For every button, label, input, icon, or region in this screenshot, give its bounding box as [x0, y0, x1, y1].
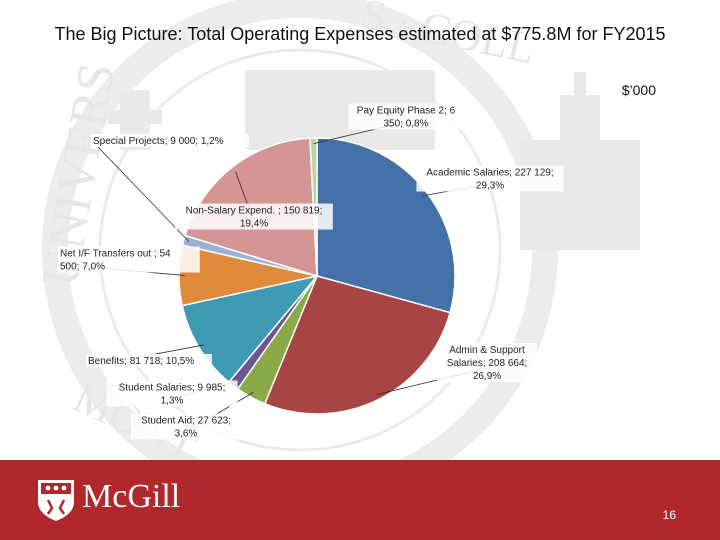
pie-slice-label: Benefits; 81 718; 10,5%	[88, 356, 194, 367]
pie-slice	[263, 275, 451, 415]
pie-label-background	[91, 134, 249, 147]
pie-label-background	[437, 343, 537, 382]
brand-wordmark: McGill	[82, 478, 181, 515]
pie-slices	[178, 137, 456, 415]
pie-slice-label: Non-Salary Expend. ; 150 819; 19,4%	[186, 206, 323, 230]
mcgill-crest-icon	[38, 480, 74, 521]
pie-slice-label: Admin & Support Salaries; 208 664; 26,9%	[447, 345, 528, 382]
pie-slice-label: Special Projects; 9 000; 1,2%	[93, 136, 224, 147]
pie-label-background	[86, 354, 212, 367]
pie-chart: Academic Salaries; 227 129; 29,3% Admin & …	[58, 103, 564, 440]
footer-bar	[0, 460, 720, 540]
pie-slice-label: Student Salaries; 9 985; 1,3%	[119, 383, 226, 407]
pie-labels: Academic Salaries; 227 129; 29,3% Admin & …	[58, 103, 564, 440]
pie-label-background	[348, 103, 464, 130]
pie-slice	[316, 137, 456, 314]
pie-slice	[181, 274, 319, 384]
pie-slice-label: Academic Salaries; 227 129; 29,3%	[426, 168, 553, 192]
pie-label-background	[416, 165, 564, 192]
page-title: The Big Picture: Total Operating Expense…	[54, 24, 666, 44]
unit-label: $’000	[621, 82, 656, 98]
pie-label-background	[58, 246, 200, 273]
pie-label-background	[131, 413, 241, 440]
pie-label-background	[175, 203, 333, 230]
pie-slice-label: Net I/F Transfers out ; 54 500; 7,0%	[60, 249, 171, 273]
pie-slice-label: Student Aid; 27 623; 3,6%	[141, 416, 231, 440]
page-number: 16	[662, 508, 676, 522]
pie-leader-line	[96, 145, 190, 243]
pie-slice-label: Pay Equity Phase 2; 6 350; 0,8%	[357, 106, 456, 130]
pie-label-background	[106, 380, 238, 407]
